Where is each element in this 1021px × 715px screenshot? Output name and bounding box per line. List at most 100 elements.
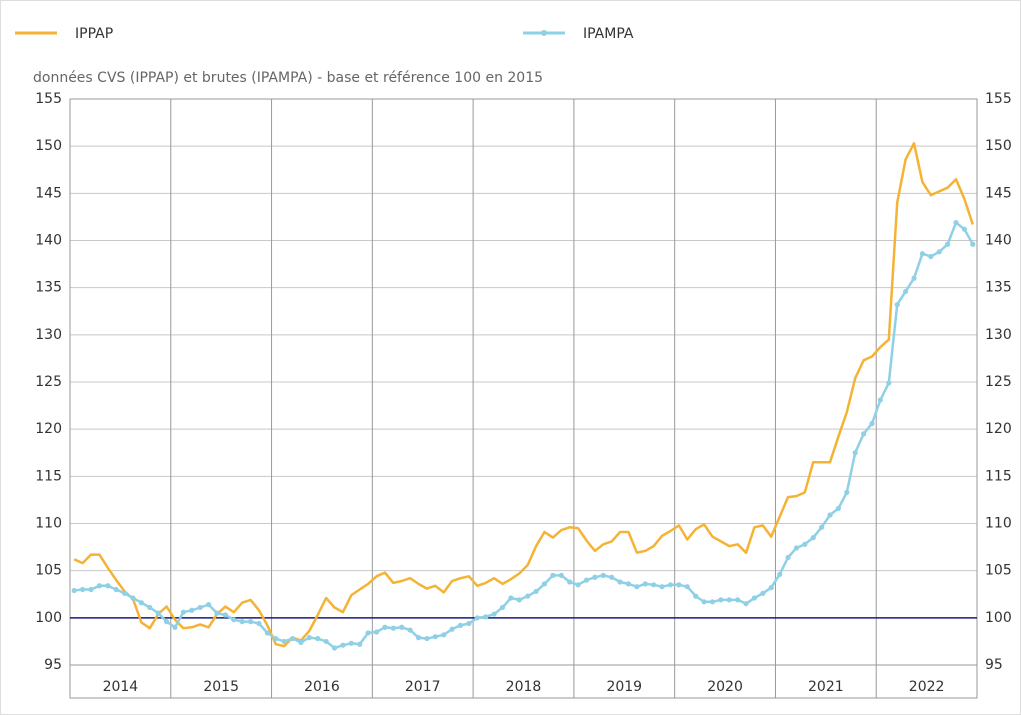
- point: [357, 641, 363, 647]
- point: [105, 583, 111, 589]
- point: [205, 602, 212, 608]
- point: [163, 619, 170, 625]
- y2-tick-label: 155: [985, 91, 1012, 107]
- point: [793, 545, 800, 551]
- point: [130, 595, 136, 601]
- point: [533, 588, 539, 595]
- y2-tick-label: 135: [985, 280, 1012, 296]
- point: [961, 226, 968, 232]
- point: [617, 579, 623, 585]
- point: [726, 597, 732, 603]
- point: [894, 302, 900, 308]
- y2-tick-label: 120: [985, 421, 1012, 437]
- point: [928, 253, 934, 260]
- point: [869, 420, 875, 427]
- point: [625, 581, 632, 587]
- x-tick-label: 2018: [506, 679, 542, 695]
- point: [835, 505, 842, 512]
- point: [273, 635, 279, 642]
- point: [138, 600, 144, 606]
- point: [953, 219, 959, 226]
- y-tick-label: 95: [44, 657, 62, 673]
- point: [886, 380, 892, 386]
- point: [365, 630, 371, 636]
- y-tick-label: 120: [35, 421, 62, 437]
- point: [424, 635, 430, 642]
- y-tick-label: 105: [35, 563, 62, 579]
- point: [323, 638, 329, 645]
- point: [289, 635, 296, 642]
- y-tick-label: 125: [35, 374, 62, 390]
- point: [852, 450, 858, 456]
- plot-border: [69, 98, 978, 699]
- point: [172, 624, 178, 630]
- point: [667, 582, 674, 588]
- y2-tick-label: 130: [985, 327, 1012, 343]
- point: [88, 586, 94, 593]
- x-tick-label: 2015: [203, 679, 239, 695]
- point: [634, 584, 640, 590]
- y-tick-label: 140: [35, 233, 62, 249]
- point: [693, 593, 699, 599]
- y2-tick-label: 110: [985, 516, 1012, 532]
- x-tick-label: 2020: [707, 679, 743, 695]
- point: [281, 638, 287, 645]
- point: [239, 619, 245, 625]
- point: [684, 584, 690, 590]
- point: [474, 615, 480, 621]
- point: [525, 593, 531, 599]
- y-tick-label: 100: [35, 610, 62, 626]
- point: [331, 645, 338, 651]
- y2-tick-label: 140: [985, 233, 1012, 249]
- point: [197, 604, 203, 611]
- point: [247, 619, 254, 625]
- point: [298, 639, 304, 645]
- y-tick-label: 155: [35, 91, 62, 107]
- point: [373, 629, 380, 635]
- point: [432, 634, 438, 640]
- point: [96, 583, 102, 589]
- point: [147, 604, 153, 611]
- y-tick-label: 130: [35, 327, 62, 343]
- point: [264, 630, 270, 636]
- point: [214, 610, 220, 616]
- y2-tick-label: 115: [985, 468, 1012, 484]
- point: [827, 512, 833, 518]
- point: [315, 635, 321, 642]
- point: [483, 614, 489, 620]
- legend-marker: [541, 30, 547, 36]
- point: [415, 635, 422, 641]
- point: [844, 489, 850, 495]
- point: [180, 609, 186, 615]
- point: [735, 597, 741, 603]
- point: [651, 582, 657, 588]
- point: [751, 595, 758, 601]
- point: [760, 590, 766, 596]
- point: [676, 582, 682, 588]
- y-tick-label: 115: [35, 468, 62, 484]
- point: [785, 554, 791, 561]
- point: [567, 579, 573, 585]
- y2-tick-label: 150: [985, 138, 1012, 154]
- point: [903, 288, 909, 295]
- point: [819, 524, 825, 530]
- point: [390, 625, 396, 631]
- point: [491, 611, 497, 617]
- x-tick-label: 2014: [103, 679, 139, 695]
- point: [340, 642, 346, 648]
- point: [79, 586, 86, 593]
- chart-subtitle: données CVS (IPPAP) et brutes (IPAMPA) -…: [33, 70, 543, 86]
- legend-label: IPAMPA: [583, 26, 634, 42]
- x-tick-label: 2019: [606, 679, 642, 695]
- x-tick-label: 2017: [405, 679, 441, 695]
- point: [457, 622, 464, 628]
- y2-tick-label: 105: [985, 563, 1012, 579]
- point: [71, 587, 77, 594]
- y-tick-label: 110: [35, 516, 62, 532]
- point: [701, 599, 707, 605]
- point: [348, 640, 354, 646]
- point: [768, 585, 774, 591]
- point: [113, 586, 119, 593]
- point: [449, 626, 455, 632]
